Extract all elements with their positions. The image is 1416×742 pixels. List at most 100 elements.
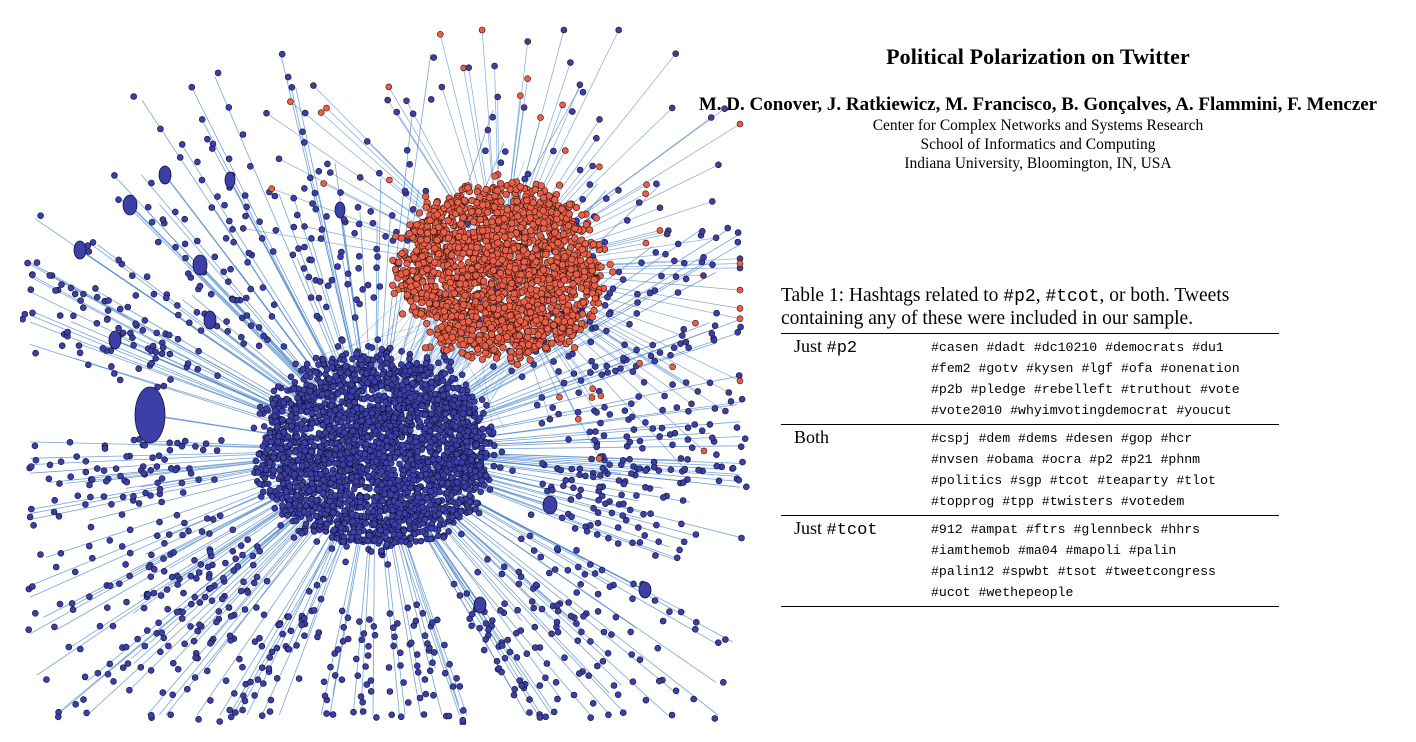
blue-node [489,113,496,121]
blue-node [130,93,137,100]
blue-node [635,199,643,206]
blue-node [93,319,101,327]
blue-node [621,341,628,349]
blue-node [635,393,643,400]
blue-edge [29,291,312,429]
periphery-node [516,92,524,99]
periphery-node [356,174,364,181]
blue-node [719,678,727,686]
blue-node [453,470,461,478]
blue-node [118,511,126,518]
blue-node [225,155,233,163]
blue-node [388,711,396,719]
blue-node [337,484,345,491]
blue-node [207,639,214,647]
periphery-node [692,319,699,327]
blue-node [440,471,447,479]
blue-node [669,381,676,388]
blue-node [472,484,480,491]
blue-node [692,531,700,538]
blue-node [629,595,636,603]
blue-node [245,249,253,257]
blue-node [431,415,439,423]
blue-node [443,404,451,411]
blue-node [264,446,272,453]
blue-node [300,386,308,394]
blue-node [195,476,202,484]
blue-node [147,667,155,674]
periphery-node [670,257,678,265]
blue-node [194,627,201,635]
periphery-node [384,96,392,104]
blue-node [490,451,498,459]
blue-node [455,499,463,507]
blue-node [564,566,572,574]
blue-node [359,286,367,293]
blue-node [591,436,598,444]
periphery-node [239,225,247,232]
blue-node [575,670,583,677]
blue-node [629,539,636,547]
blue-node [304,393,312,401]
blue-node [147,492,154,499]
blue-node [134,635,141,643]
blue-node [338,607,346,615]
blue-node [187,623,194,630]
blue-node [479,425,487,433]
blue-node [658,272,665,280]
blue-node [453,479,461,486]
blue-node [174,302,181,309]
blue-node [301,632,308,640]
blue-node [340,623,348,631]
blue-node [700,254,707,261]
blue-node [483,401,490,409]
blue-node [156,485,164,493]
blue-node [312,465,320,473]
blue-node [198,176,206,184]
blue-node [685,344,692,352]
blue-node [57,549,65,557]
blue-node [81,673,89,681]
blue-node [298,529,306,537]
blue-node [414,493,422,501]
blue-node [576,166,584,174]
blue-edge [87,492,331,716]
blue-node [606,411,614,418]
blue-node [315,485,323,493]
blue-node [225,278,232,286]
blue-node [208,597,216,605]
blue-node [308,256,315,264]
blue-node [714,639,722,647]
blue-node [434,463,442,471]
blue-node [619,709,627,717]
blue-node [642,696,650,704]
blue-node [258,664,266,672]
blue-node [344,270,352,277]
blue-node [72,700,80,708]
blue-node [271,192,279,200]
blue-node [609,285,617,293]
blue-node [605,534,612,542]
blue-node [373,264,380,271]
blue-node [533,401,541,409]
blue-node [116,376,124,384]
blue-node [560,482,567,490]
blue-node [364,652,372,659]
blue-node [56,312,64,319]
blue-node [620,354,627,362]
blue-node [601,301,609,309]
blue-node [234,563,242,570]
blue-node [82,468,90,476]
blue-node [124,303,132,311]
blue-node [678,520,685,528]
blue-node [349,355,356,363]
blue-node [466,492,474,499]
blue-node [485,428,493,435]
blue-node [426,535,434,543]
periphery-node [682,379,690,386]
blue-node [276,472,284,480]
blue-node [373,486,381,494]
blue-node [232,555,239,563]
periphery-node [736,315,744,323]
blue-node [166,439,173,447]
